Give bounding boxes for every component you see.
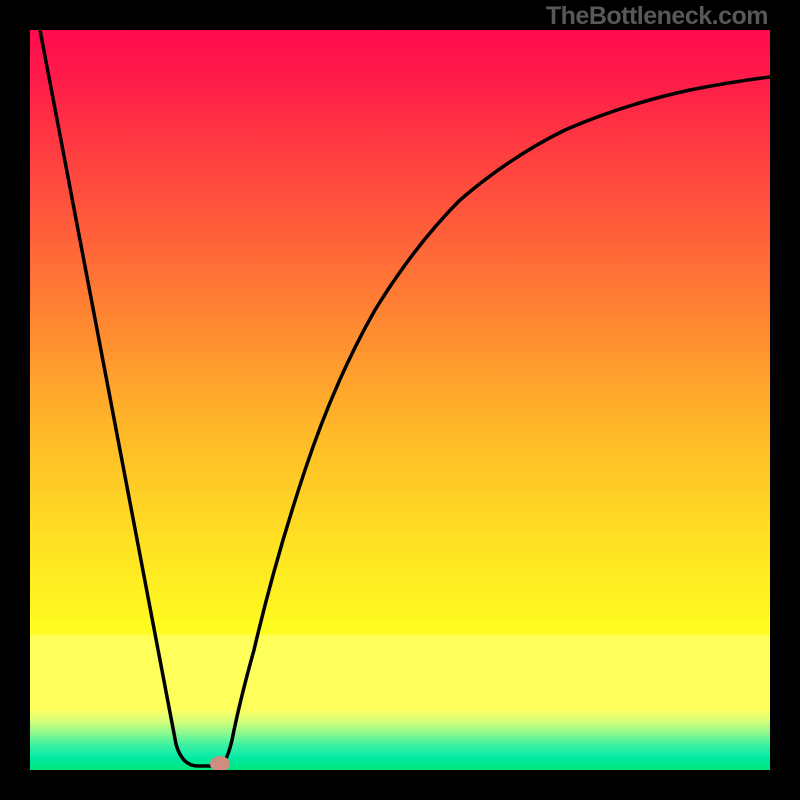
frame-bottom <box>0 770 800 800</box>
watermark-text: TheBottleneck.com <box>546 2 768 31</box>
bottleneck-chart <box>0 0 800 800</box>
frame-right <box>770 0 800 800</box>
optimum-marker <box>210 756 230 772</box>
gradient-background <box>30 30 770 770</box>
frame-left <box>0 0 30 800</box>
